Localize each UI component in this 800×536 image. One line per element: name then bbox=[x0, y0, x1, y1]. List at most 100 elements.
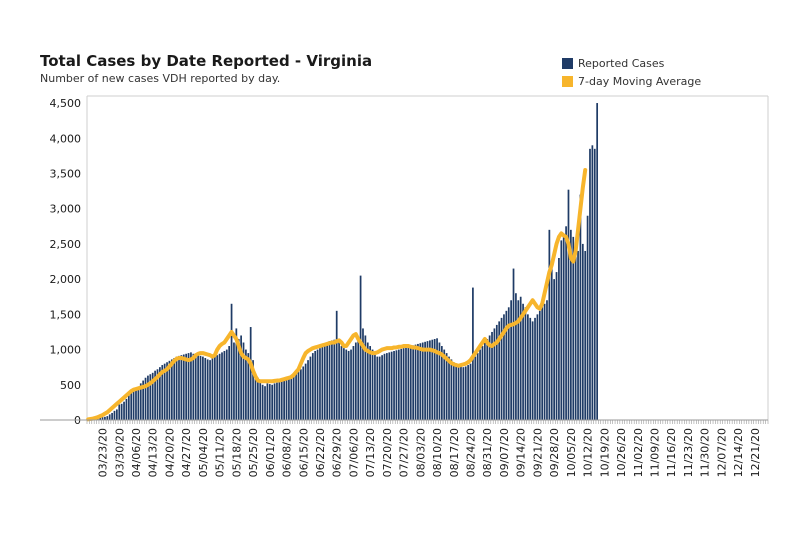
bar bbox=[297, 370, 300, 420]
y-axis: 05001,0001,5002,0002,5003,0003,5004,0004… bbox=[50, 97, 82, 427]
bar bbox=[156, 369, 159, 420]
bar bbox=[419, 343, 422, 420]
x-tick-label: 10/05/20 bbox=[565, 428, 578, 477]
bar bbox=[256, 377, 259, 420]
bar bbox=[362, 328, 364, 420]
bar bbox=[216, 355, 219, 420]
x-tick-label: 09/28/20 bbox=[548, 428, 561, 477]
x-tick-label: 06/29/20 bbox=[331, 428, 344, 477]
y-tick-label: 3,500 bbox=[50, 167, 82, 180]
bar bbox=[524, 307, 527, 420]
bar bbox=[421, 342, 424, 420]
bar bbox=[108, 414, 111, 420]
bar bbox=[431, 339, 434, 420]
bar bbox=[457, 365, 460, 420]
bar bbox=[307, 360, 309, 420]
bar bbox=[584, 250, 587, 420]
bar bbox=[536, 314, 539, 420]
x-tick-label: 08/10/20 bbox=[431, 428, 444, 477]
bar bbox=[479, 349, 481, 420]
x-tick-label: 04/06/20 bbox=[130, 428, 143, 477]
chart-title: Total Cases by Date Reported - Virginia bbox=[40, 52, 373, 70]
bar bbox=[338, 342, 340, 420]
bar bbox=[309, 356, 312, 420]
bar bbox=[548, 229, 551, 420]
bar bbox=[194, 354, 197, 420]
x-tick-label: 11/30/20 bbox=[699, 428, 712, 477]
bar bbox=[577, 250, 579, 420]
bar bbox=[383, 353, 386, 420]
bar bbox=[316, 349, 319, 420]
bar bbox=[292, 373, 295, 420]
bar bbox=[106, 416, 109, 420]
bar bbox=[350, 349, 352, 420]
bar bbox=[464, 366, 467, 420]
x-tick-label: 03/23/20 bbox=[97, 428, 110, 477]
bar bbox=[252, 360, 254, 420]
bar bbox=[538, 310, 541, 420]
x-tick-label: 11/16/20 bbox=[665, 428, 678, 477]
bar bbox=[173, 358, 176, 420]
legend-label-reported-cases: Reported Cases bbox=[578, 56, 665, 70]
bar bbox=[381, 355, 383, 420]
moving-average-series bbox=[86, 167, 588, 422]
bar bbox=[534, 317, 536, 420]
bar bbox=[347, 350, 350, 420]
bar bbox=[357, 339, 360, 420]
bar bbox=[543, 303, 546, 420]
bar bbox=[118, 404, 121, 420]
bar bbox=[123, 401, 125, 420]
bar bbox=[130, 393, 133, 420]
bar bbox=[290, 374, 293, 420]
bar bbox=[498, 321, 501, 420]
bar bbox=[426, 341, 429, 420]
bar bbox=[254, 374, 257, 420]
bar bbox=[474, 356, 477, 420]
bar bbox=[393, 350, 395, 420]
bar bbox=[151, 372, 154, 420]
x-tick-label: 08/17/20 bbox=[448, 428, 461, 477]
legend: Reported Cases 7-day Moving Average bbox=[562, 54, 701, 90]
bar bbox=[574, 243, 577, 420]
bar bbox=[522, 303, 524, 420]
bar bbox=[369, 346, 372, 420]
bar bbox=[364, 335, 367, 420]
bar bbox=[402, 348, 405, 420]
bar bbox=[371, 349, 374, 420]
bar bbox=[135, 388, 137, 420]
bar bbox=[147, 375, 149, 420]
bar bbox=[111, 412, 113, 420]
bar bbox=[440, 346, 443, 420]
bar bbox=[166, 362, 168, 420]
bar bbox=[378, 356, 381, 420]
x-tick-label: 11/02/20 bbox=[632, 428, 645, 477]
bar bbox=[185, 353, 188, 420]
bar bbox=[233, 342, 235, 420]
legend-item-moving-average: 7-day Moving Average bbox=[562, 72, 701, 90]
bar bbox=[405, 347, 407, 420]
x-tick-label: 05/25/20 bbox=[247, 428, 260, 477]
bar bbox=[120, 403, 123, 420]
bar bbox=[445, 353, 448, 420]
bar bbox=[340, 346, 343, 420]
x-tick-label: 04/13/20 bbox=[147, 428, 160, 477]
bar bbox=[235, 328, 238, 420]
bar bbox=[503, 314, 505, 420]
x-tick-label: 07/20/20 bbox=[381, 428, 394, 477]
bar bbox=[190, 352, 192, 420]
y-tick-label: 2,000 bbox=[50, 273, 82, 286]
x-tick-label: 08/31/20 bbox=[481, 428, 494, 477]
bar bbox=[467, 365, 469, 420]
bar bbox=[591, 145, 594, 421]
bar bbox=[366, 342, 369, 420]
bar bbox=[586, 215, 589, 420]
bar bbox=[352, 346, 355, 420]
bar bbox=[500, 317, 503, 420]
bar bbox=[550, 265, 553, 420]
bar bbox=[266, 383, 269, 420]
bar bbox=[531, 321, 534, 420]
bar bbox=[192, 353, 195, 420]
x-tick-label: 06/08/20 bbox=[281, 428, 294, 477]
bar bbox=[223, 350, 226, 420]
bar bbox=[319, 348, 321, 420]
